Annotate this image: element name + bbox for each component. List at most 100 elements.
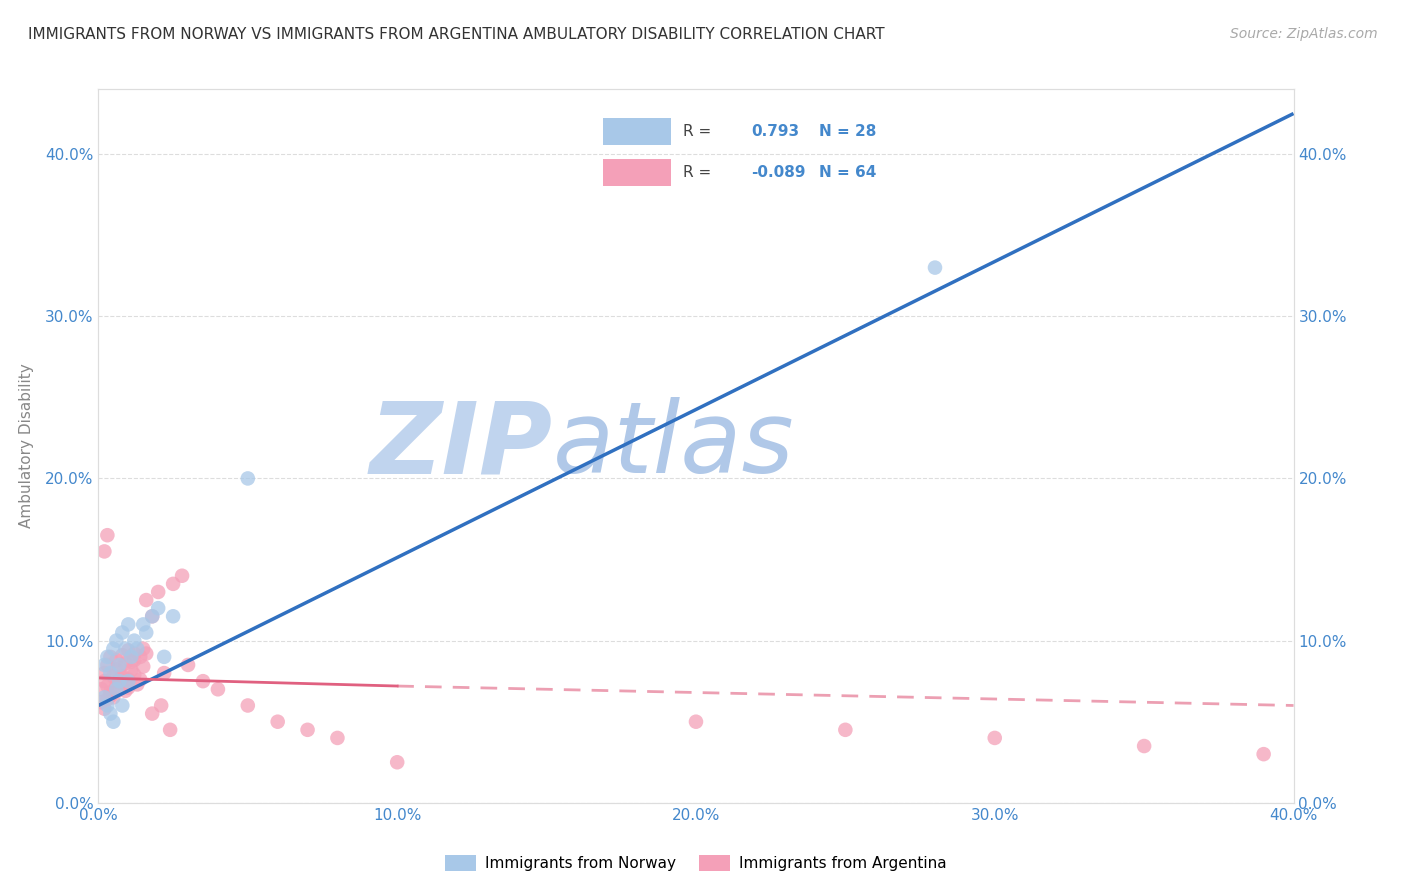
Point xyxy=(132,641,155,656)
Text: ZIP: ZIP xyxy=(370,398,553,494)
Point xyxy=(93,657,115,672)
Point xyxy=(129,649,152,664)
Point xyxy=(124,647,146,661)
Point xyxy=(129,673,152,687)
Point xyxy=(135,625,157,640)
Text: R =: R = xyxy=(683,165,711,179)
Text: 0.793: 0.793 xyxy=(751,124,800,138)
Point xyxy=(120,663,142,677)
Point xyxy=(105,653,128,667)
Point xyxy=(100,689,122,703)
Point xyxy=(207,682,229,697)
Point xyxy=(96,692,118,706)
Point xyxy=(100,706,122,721)
Point xyxy=(385,756,409,770)
Point xyxy=(132,617,155,632)
Point xyxy=(127,677,149,691)
Point xyxy=(93,666,115,681)
Text: -0.089: -0.089 xyxy=(751,165,806,179)
Point xyxy=(96,698,118,713)
Point xyxy=(111,669,134,683)
Point xyxy=(100,666,122,681)
Point xyxy=(172,568,194,582)
Point xyxy=(108,661,131,675)
Point xyxy=(1253,747,1275,761)
Point xyxy=(153,649,176,664)
Point xyxy=(148,585,170,599)
Legend: Immigrants from Norway, Immigrants from Argentina: Immigrants from Norway, Immigrants from … xyxy=(439,849,953,877)
Text: Source: ZipAtlas.com: Source: ZipAtlas.com xyxy=(1230,27,1378,41)
Point xyxy=(236,698,259,713)
Point xyxy=(103,685,125,699)
Point xyxy=(111,625,134,640)
Point xyxy=(177,657,200,672)
Point xyxy=(162,577,184,591)
Point xyxy=(100,685,122,699)
Bar xyxy=(603,118,671,145)
Point xyxy=(96,528,118,542)
Point xyxy=(114,641,136,656)
Point xyxy=(124,667,146,681)
Point xyxy=(924,260,946,275)
Point xyxy=(93,690,115,705)
Point xyxy=(105,663,128,677)
Point xyxy=(93,702,115,716)
Text: R =: R = xyxy=(683,124,711,138)
Point xyxy=(117,643,139,657)
Point xyxy=(103,714,125,729)
Point xyxy=(105,633,128,648)
Point xyxy=(96,657,118,672)
Point xyxy=(162,609,184,624)
Point xyxy=(100,649,122,664)
Point xyxy=(108,673,131,687)
Point xyxy=(236,471,259,485)
Point xyxy=(135,593,157,607)
Point xyxy=(135,647,157,661)
Point xyxy=(1133,739,1156,753)
Point xyxy=(153,666,176,681)
Point xyxy=(267,714,290,729)
Point xyxy=(90,682,112,697)
Text: IMMIGRANTS FROM NORWAY VS IMMIGRANTS FROM ARGENTINA AMBULATORY DISABILITY CORREL: IMMIGRANTS FROM NORWAY VS IMMIGRANTS FRO… xyxy=(28,27,884,42)
Point xyxy=(141,706,163,721)
Point xyxy=(93,544,115,558)
Point xyxy=(105,682,128,697)
Point xyxy=(103,690,125,705)
Point xyxy=(120,655,142,669)
Point xyxy=(124,633,146,648)
Point xyxy=(148,601,170,615)
Point xyxy=(141,609,163,624)
Point xyxy=(114,675,136,690)
Point xyxy=(191,674,214,689)
Text: N = 64: N = 64 xyxy=(820,165,877,179)
Point xyxy=(150,698,173,713)
Point xyxy=(117,617,139,632)
Text: N = 28: N = 28 xyxy=(820,124,877,138)
Y-axis label: Ambulatory Disability: Ambulatory Disability xyxy=(18,364,34,528)
Point xyxy=(141,609,163,624)
Point xyxy=(685,714,707,729)
Bar xyxy=(603,159,671,186)
Point xyxy=(114,657,136,671)
Point xyxy=(93,674,115,689)
Point xyxy=(114,684,136,698)
Point xyxy=(117,673,139,687)
Point xyxy=(984,731,1007,745)
Point xyxy=(103,641,125,656)
Point xyxy=(111,698,134,713)
Point xyxy=(117,674,139,689)
Point xyxy=(103,669,125,683)
Point xyxy=(834,723,856,737)
Point xyxy=(159,723,181,737)
Point xyxy=(120,649,142,664)
Point xyxy=(132,659,155,673)
Point xyxy=(108,674,131,689)
Text: atlas: atlas xyxy=(553,398,794,494)
Point xyxy=(111,648,134,663)
Point xyxy=(96,649,118,664)
Point xyxy=(111,671,134,685)
Point xyxy=(127,641,149,656)
Point xyxy=(117,681,139,695)
Point xyxy=(108,657,131,672)
Point xyxy=(96,679,118,693)
